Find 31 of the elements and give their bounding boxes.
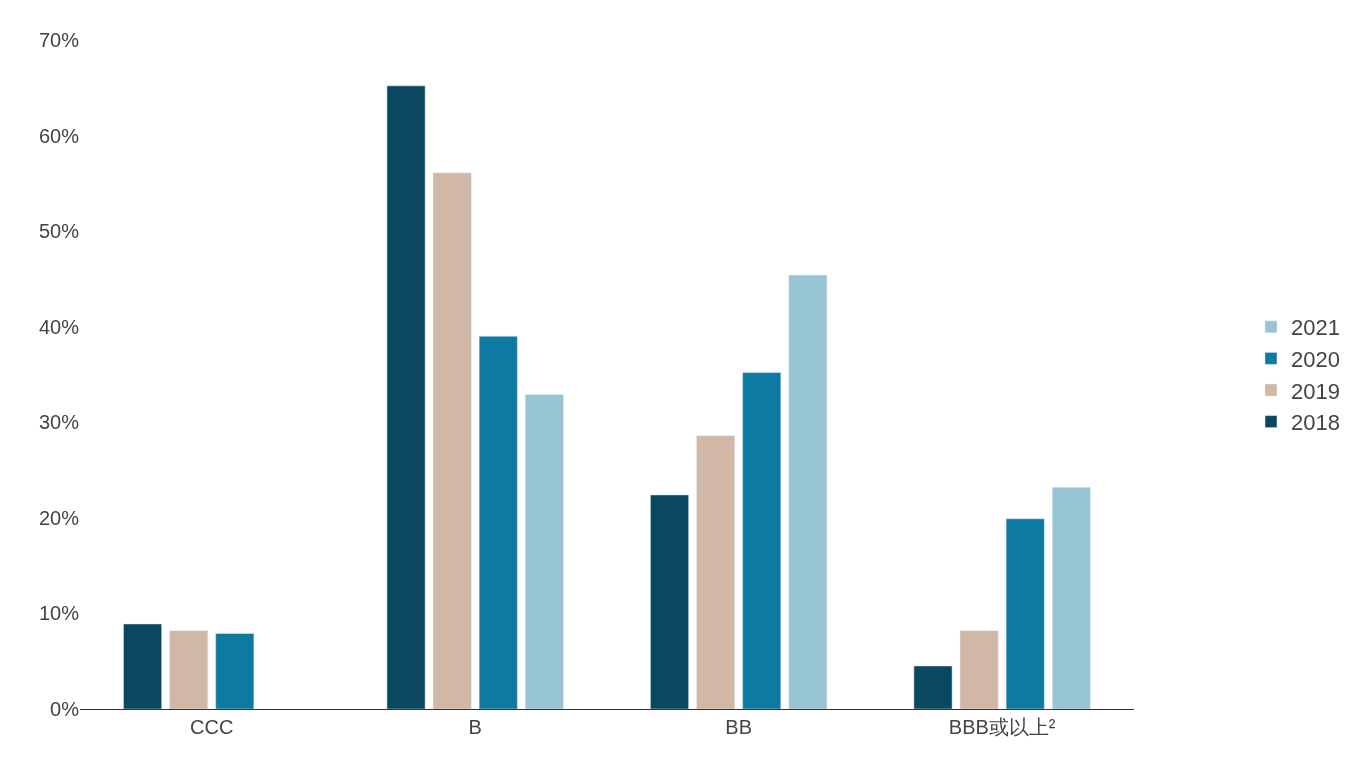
y-tick-label: 70% bbox=[38, 29, 80, 51]
bar bbox=[1005, 518, 1045, 709]
bar bbox=[1051, 487, 1091, 709]
bar bbox=[788, 274, 828, 709]
x-tick-label: CCC bbox=[190, 716, 234, 738]
bar bbox=[478, 336, 518, 709]
bar bbox=[123, 623, 162, 709]
bar bbox=[525, 394, 564, 709]
x-tick-label: B bbox=[468, 716, 482, 738]
y-tick-label: 20% bbox=[38, 506, 80, 529]
bar bbox=[696, 435, 735, 709]
bar bbox=[432, 172, 472, 709]
legend-label: 2018 bbox=[1291, 410, 1340, 436]
bar bbox=[386, 85, 426, 709]
bar bbox=[742, 372, 782, 709]
y-tick-label: 60% bbox=[38, 124, 80, 147]
bar bbox=[913, 665, 953, 709]
legend-label: 2019 bbox=[1291, 378, 1340, 404]
y-tick-label: 40% bbox=[38, 315, 80, 338]
bar bbox=[959, 630, 999, 709]
x-tick-label: BBB或以上² bbox=[948, 716, 1056, 738]
x-tick-label: BB bbox=[725, 716, 753, 738]
y-tick-label: 0% bbox=[50, 698, 80, 720]
legend-label: 2020 bbox=[1291, 346, 1340, 372]
legend-label: 2021 bbox=[1291, 315, 1340, 341]
y-tick-label: 10% bbox=[38, 602, 80, 625]
y-tick-label: 30% bbox=[38, 411, 80, 434]
y-tick-label: 50% bbox=[38, 220, 80, 243]
bar bbox=[650, 494, 689, 709]
bar bbox=[215, 633, 255, 709]
bar bbox=[169, 630, 209, 709]
